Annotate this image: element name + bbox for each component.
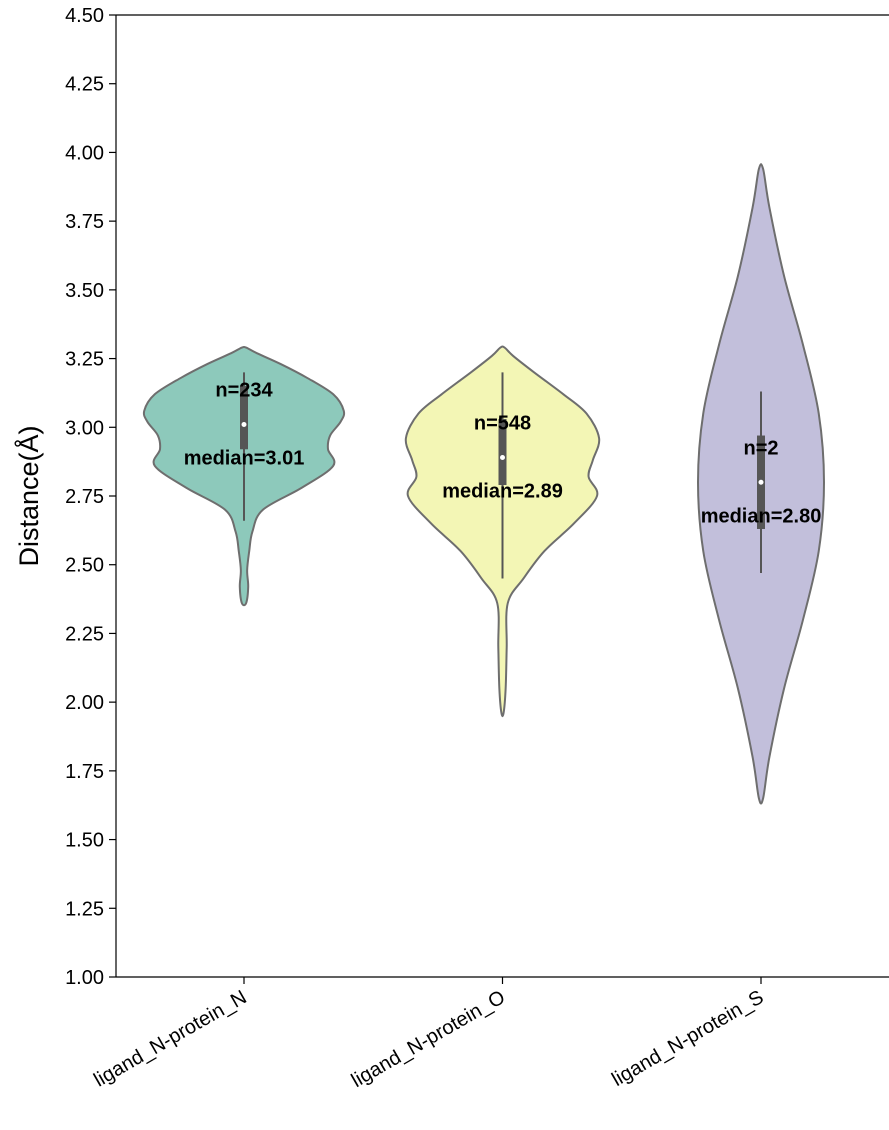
median-marker [758,479,764,485]
annotations: n=234 median=3.01 n=548 median=2.89 n=2 media… [184,380,822,528]
y-tick-label: 2.75 [65,486,104,508]
y-tick-label: 2.50 [65,555,104,577]
y-tick-label: 2.25 [65,623,104,645]
n-annotation: n=548 [474,413,531,435]
y-tick-label: 1.50 [65,830,104,852]
y-tick-label: 1.25 [65,898,104,920]
y-axis: 1.00 1.25 1.50 1.75 2.00 2.25 2.50 2.75 3.00 3.25… [65,5,116,989]
y-tick-label: 4.25 [65,74,104,96]
median-marker [500,455,505,461]
y-tick-label: 3.25 [65,349,104,371]
y-tick-label: 3.50 [65,280,104,302]
y-tick-label: 1.00 [65,967,104,989]
y-tick-label: 3.75 [65,211,104,233]
x-axis: ligand_N-protein_N ligand_N-protein_O liga… [90,977,768,1092]
violins [142,163,826,805]
x-tick-label: ligand_N-protein_O [348,986,509,1092]
median-marker [241,422,247,428]
iqr-box [498,419,507,486]
y-tick-label: 4.50 [65,5,104,27]
n-annotation: n=234 [215,380,273,402]
x-tick-label: ligand_N-protein_S [608,986,767,1091]
median-annotation: median=3.01 [184,448,305,470]
median-annotation: median=2.89 [442,481,563,503]
iqr-box [240,386,248,450]
y-axis-label: Distance(Å) [13,425,44,566]
x-tick-label: ligand_N-protein_N [90,986,250,1091]
y-tick-label: 4.00 [65,142,104,164]
y-tick-label: 3.00 [65,417,104,439]
y-tick-label: 1.75 [65,761,104,783]
n-annotation: n=2 [743,437,778,459]
y-tick-label: 2.00 [65,692,104,714]
median-annotation: median=2.80 [701,505,822,527]
